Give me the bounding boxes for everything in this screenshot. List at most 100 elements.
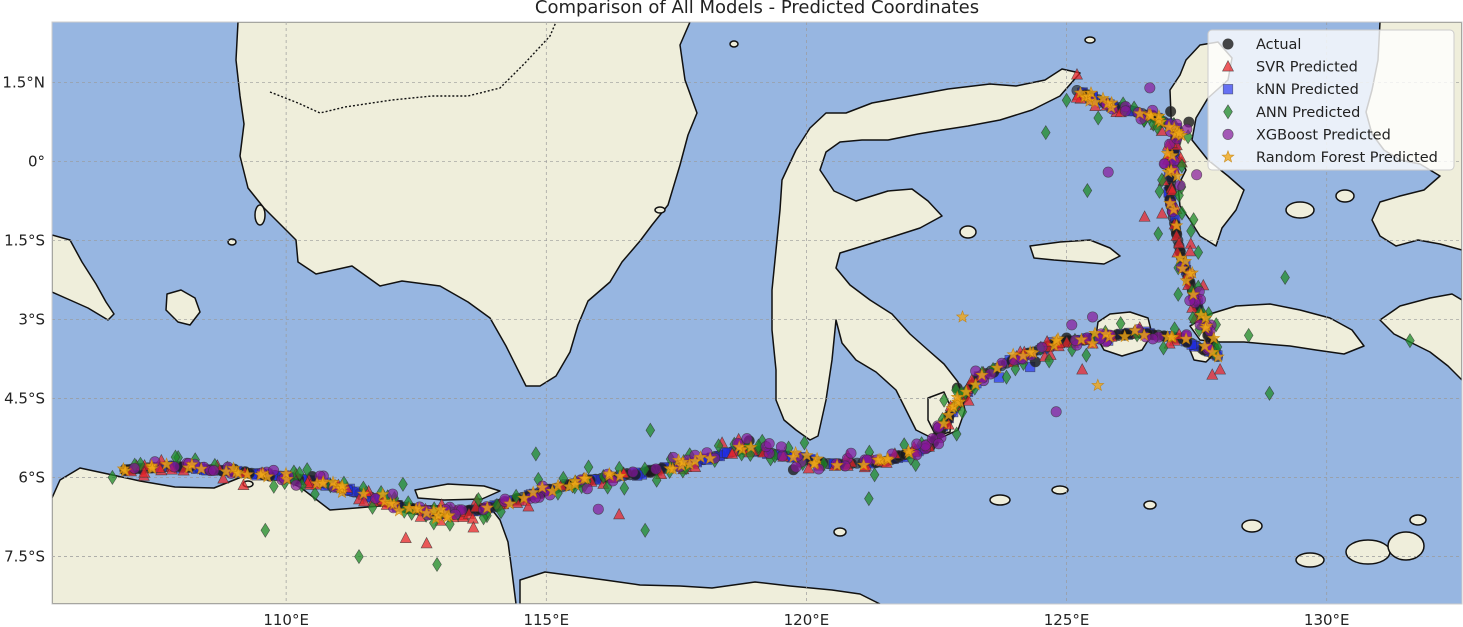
random-forest-predicted-point bbox=[1164, 330, 1179, 344]
land-islet bbox=[1143, 500, 1157, 510]
ann-predicted-point bbox=[713, 438, 724, 454]
plot-frame bbox=[51, 21, 1463, 605]
ann-predicted-point bbox=[1186, 223, 1196, 239]
land-islet bbox=[254, 204, 266, 226]
xgboost-predicted-point bbox=[1036, 341, 1048, 353]
ann-predicted-point bbox=[1115, 315, 1126, 332]
xgboost-predicted-point bbox=[1087, 311, 1099, 323]
random-forest-predicted-point bbox=[535, 480, 549, 494]
ann-predicted-point bbox=[1061, 92, 1072, 108]
random-forest-predicted-point bbox=[703, 451, 717, 465]
xgboost-predicted-point bbox=[1102, 166, 1114, 178]
random-forest-predicted-point bbox=[959, 384, 973, 398]
y-tick-label: 4.5°S bbox=[4, 390, 45, 408]
land-islet bbox=[729, 40, 739, 48]
random-forest-predicted-point bbox=[1186, 287, 1201, 301]
random-forest-predicted-point bbox=[409, 502, 423, 515]
xgboost-predicted-point bbox=[1158, 158, 1170, 170]
xgboost-predicted-point bbox=[790, 461, 802, 473]
xgboost-predicted-point bbox=[1144, 82, 1156, 94]
random-forest-predicted-point bbox=[810, 451, 824, 465]
legend: Actual SVR Predicted kNN Predicted ANN Pred… bbox=[1207, 29, 1455, 171]
svr-predicted-point bbox=[420, 536, 433, 549]
legend-marker bbox=[1222, 84, 1234, 95]
random-forest-predicted-point bbox=[253, 467, 268, 481]
random-forest-predicted-point bbox=[240, 467, 255, 481]
svr-predicted-point bbox=[467, 520, 480, 533]
ann-predicted-point bbox=[511, 488, 521, 504]
ann-predicted-point bbox=[1001, 369, 1012, 385]
random-forest-predicted-point bbox=[194, 461, 208, 475]
random-forest-predicted-point bbox=[975, 368, 989, 381]
plot-area bbox=[52, 22, 1462, 604]
ann-predicted-point bbox=[583, 459, 594, 475]
random-forest-predicted-point bbox=[118, 463, 132, 477]
ann-predicted-point bbox=[1157, 172, 1167, 188]
svr-predicted-point bbox=[138, 466, 151, 478]
ann-predicted-point bbox=[799, 435, 810, 451]
ann-predicted-point bbox=[1193, 244, 1204, 260]
random-forest-predicted-point bbox=[159, 457, 174, 471]
random-forest-predicted-point bbox=[880, 451, 895, 465]
ann-predicted-point bbox=[473, 491, 484, 508]
svr-predicted-point bbox=[217, 472, 230, 484]
land-sula bbox=[1029, 239, 1121, 265]
svr-predicted-point bbox=[237, 478, 250, 490]
random-forest-predicted-point bbox=[1183, 266, 1197, 280]
x-tick-label: 115°E bbox=[523, 611, 569, 627]
xgboost-predicted-point bbox=[1174, 179, 1186, 191]
xgboost-predicted-point bbox=[741, 433, 753, 445]
x-tick-label: 120°E bbox=[784, 611, 830, 627]
land-lesser-sunda bbox=[519, 571, 881, 604]
ann-predicted-point bbox=[135, 456, 146, 472]
land-islet bbox=[1295, 552, 1325, 568]
xgboost-predicted-point bbox=[845, 447, 857, 459]
x-tick-label: 110°E bbox=[263, 611, 309, 627]
ann-predicted-point bbox=[558, 470, 569, 486]
svr-predicted-point bbox=[399, 531, 412, 543]
x-tick-label: 130°E bbox=[1304, 611, 1350, 627]
legend-label: Random Forest Predicted bbox=[1256, 150, 1438, 166]
random-forest-predicted-point bbox=[1163, 196, 1177, 210]
random-forest-predicted-point bbox=[1085, 336, 1100, 350]
land-islet bbox=[227, 238, 237, 246]
random-forest-predicted-point bbox=[665, 462, 680, 475]
legend-label: SVR Predicted bbox=[1256, 60, 1358, 76]
ann-predicted-point bbox=[1093, 110, 1103, 126]
legend-marker bbox=[1222, 59, 1234, 72]
ann-predicted-point bbox=[1041, 125, 1051, 141]
ann-predicted-point bbox=[869, 467, 880, 483]
random-forest-predicted-point bbox=[1197, 339, 1212, 352]
svr-predicted-point bbox=[613, 507, 626, 520]
ann-predicted-point bbox=[354, 549, 364, 565]
random-forest-predicted-point bbox=[950, 394, 965, 408]
random-forest-predicted-point bbox=[1152, 109, 1166, 122]
xgboost-predicted-point bbox=[763, 438, 775, 450]
y-tick-label: 0° bbox=[28, 153, 45, 171]
random-forest-predicted-point bbox=[688, 454, 702, 467]
land-islet bbox=[1387, 531, 1425, 561]
xgboost-predicted-point bbox=[1120, 105, 1132, 117]
ann-predicted-point bbox=[910, 456, 921, 473]
land-islet bbox=[989, 494, 1011, 506]
random-forest-predicted-point bbox=[1164, 163, 1178, 177]
random-forest-predicted-point bbox=[577, 471, 592, 485]
random-forest-predicted-point bbox=[676, 455, 690, 468]
ann-predicted-point bbox=[1082, 182, 1093, 199]
legend-marker bbox=[1222, 128, 1234, 140]
random-forest-predicted-point bbox=[602, 466, 617, 480]
random-forest-predicted-point bbox=[279, 466, 293, 480]
random-forest-predicted-point bbox=[968, 377, 983, 391]
random-forest-predicted-point bbox=[551, 478, 565, 492]
random-forest-predicted-point bbox=[480, 500, 495, 514]
random-forest-predicted-point bbox=[1207, 331, 1221, 345]
random-forest-predicted-point bbox=[503, 496, 517, 510]
random-forest-predicted-point bbox=[990, 360, 1004, 374]
random-forest-predicted-point bbox=[1172, 126, 1186, 139]
ann-predicted-point bbox=[619, 480, 630, 496]
xgboost-predicted-point bbox=[933, 438, 945, 450]
random-forest-predicted-point bbox=[392, 503, 406, 517]
random-forest-predicted-point bbox=[807, 457, 821, 470]
svr-predicted-point bbox=[1070, 68, 1083, 80]
